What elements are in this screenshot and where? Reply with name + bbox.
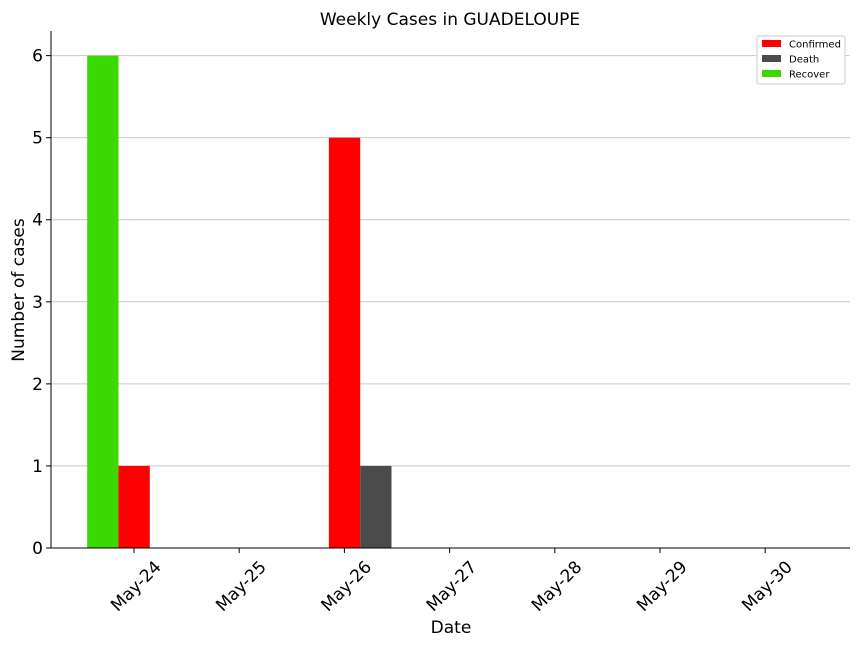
- x-tick-label: May-30: [738, 557, 796, 615]
- y-tick-label: 4: [32, 211, 43, 231]
- bar-recover: [87, 55, 119, 548]
- x-tick-label: May-26: [318, 557, 376, 615]
- x-ticks: May-24 May-25 May-26 May-27 May-28 May-29 May-…: [107, 548, 797, 616]
- axes: [50, 31, 850, 549]
- bar-confirmed: [328, 137, 361, 548]
- x-tick-label: May-25: [212, 557, 270, 615]
- y-axis-label: Number of cases: [9, 218, 29, 362]
- x-tick-label: May-24: [107, 557, 165, 615]
- bars: [87, 55, 392, 548]
- chart-title: Weekly Cases in GUADELOUPE: [320, 10, 580, 30]
- legend-swatch-death: [762, 55, 781, 62]
- y-tick-label: 2: [32, 375, 43, 395]
- legend-label-death: Death: [789, 55, 819, 66]
- legend-swatch-recover: [762, 70, 781, 77]
- legend: Confirmed Death Recover: [756, 35, 846, 85]
- y-tick-label: 6: [32, 47, 43, 67]
- y-tick-label: 5: [32, 129, 43, 149]
- x-axis-label: Date: [431, 618, 472, 638]
- y-ticks: 0 1 2 3 4 5 6: [32, 47, 51, 559]
- y-tick-label: 3: [32, 293, 43, 313]
- x-tick-label: May-29: [633, 557, 691, 615]
- gridlines: [51, 55, 850, 467]
- bar-confirmed: [118, 465, 150, 548]
- legend-swatch-confirmed: [762, 40, 781, 47]
- legend-label-confirmed: Confirmed: [789, 40, 841, 51]
- y-tick-label: 0: [32, 539, 43, 559]
- x-tick-label: May-28: [528, 557, 586, 615]
- y-tick-label: 1: [32, 457, 43, 477]
- bar-death: [360, 465, 392, 548]
- legend-label-recover: Recover: [789, 70, 830, 81]
- x-tick-label: May-27: [423, 557, 481, 615]
